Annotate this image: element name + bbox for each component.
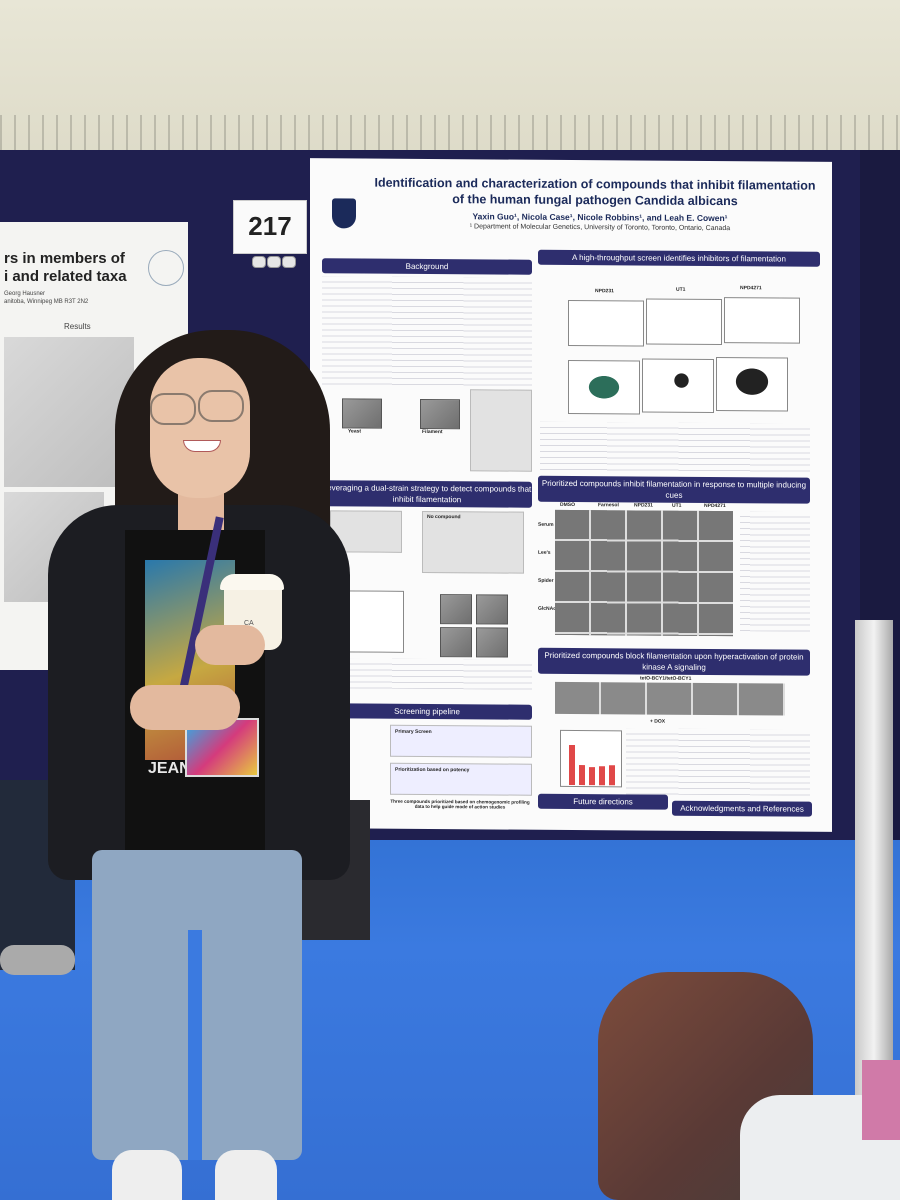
- three-compounds-note: Three compounds prioritized based on che…: [390, 798, 530, 810]
- left-poster-logo: [148, 250, 184, 286]
- woman-face: [150, 358, 250, 498]
- section-hts-header: A high-throughput screen identifies inhi…: [538, 249, 820, 267]
- poster-number: 217: [248, 211, 292, 241]
- yeast-micrograph: [342, 398, 382, 429]
- prioritization-box: Prioritization based on potency: [390, 762, 532, 796]
- bar-3: [589, 767, 595, 786]
- magnet-dot: [267, 256, 281, 268]
- hts-caption: [540, 421, 810, 474]
- micrograph-grid-rows: [555, 509, 733, 637]
- bcy1-expression-bar-chart: [560, 729, 622, 788]
- poster-authors: Yaxin Guo¹, Nicola Case¹, Nicole Robbins…: [472, 211, 728, 224]
- scatter-plot-2: [642, 358, 714, 413]
- woman-left-shoe: [112, 1150, 182, 1200]
- poster-title: Identification and characterization of c…: [360, 175, 830, 210]
- filament-micrograph: [420, 398, 460, 430]
- dox-label: + DOX: [650, 718, 666, 725]
- pka-caption: [626, 728, 810, 796]
- micrograph-grid: [555, 509, 733, 637]
- section-future-header: Future directions: [538, 793, 668, 810]
- primary-screen-label: Primary Screen: [395, 728, 432, 736]
- prioritized-caption: [740, 511, 810, 632]
- left-poster-figure-tree: [4, 337, 134, 487]
- scatter-plot-1: [568, 359, 640, 415]
- bar-5: [609, 765, 615, 786]
- pka-micrograph-strip: [555, 681, 785, 716]
- section-background-header: Background: [322, 258, 532, 275]
- dose-response-plot-npd231: [568, 299, 644, 347]
- compound-label-npd231: NPD231: [595, 288, 614, 295]
- condition-ut1: UT1: [672, 502, 682, 509]
- poster-department: ¹ Department of Molecular Genetics, Univ…: [469, 223, 731, 233]
- glasses-left-lens: [150, 393, 196, 425]
- university-crest-icon: [332, 198, 356, 229]
- farnesol-micrograph-tef: [476, 594, 508, 625]
- compound-label-ut1: UT1: [676, 286, 686, 293]
- jeans-leg-gap: [188, 930, 202, 1160]
- woman-smile: [183, 440, 221, 452]
- woman-right-shoe: [215, 1150, 277, 1200]
- left-poster-authors: Georg Hausner anitoba, Winnipeg MB R3T 2…: [4, 291, 89, 305]
- yeast-label: Yeast: [348, 428, 362, 435]
- primary-screen-box: Primary Screen: [390, 724, 532, 758]
- section-pka-header: Prioritized compounds block filamentatio…: [538, 647, 810, 676]
- section-ack-header: Acknowledgments and References: [672, 800, 812, 817]
- condition-npd4271: NPD4271: [704, 502, 726, 510]
- pink-bag: [862, 1060, 900, 1140]
- magnet-dot: [282, 256, 296, 268]
- medium-spider: Spider: [538, 577, 554, 584]
- condition-npd231: NPD231: [634, 502, 653, 509]
- prioritization-label: Prioritization based on potency: [395, 766, 470, 774]
- poster-title-line1: Identification and characterization of c…: [374, 175, 816, 193]
- coffee-cup-lid: [220, 574, 284, 590]
- tshirt-print-text: JEAN: [148, 760, 191, 777]
- section-pipeline-header: Screening pipeline: [322, 703, 532, 720]
- compound-label-npd4271: NPD4271: [740, 285, 762, 292]
- bar-1: [569, 744, 575, 786]
- medium-serum: Serum: [538, 521, 554, 528]
- pka-pathway-schematic: [470, 389, 532, 472]
- background-text-block: [322, 276, 532, 388]
- left-poster-results-heading: Results: [64, 322, 91, 331]
- scatter-plot-3: [716, 357, 788, 412]
- magnet-dot: [252, 256, 266, 268]
- dual-strain-caption: [322, 658, 532, 690]
- dmso-micrograph-tef: [440, 594, 472, 625]
- coffee-cup-text: CA: [244, 620, 254, 627]
- woman-right-hand: [195, 625, 265, 665]
- bar-4: [599, 766, 605, 786]
- condition-farnesol: Farnesol: [598, 502, 619, 509]
- filament-label: Filament: [422, 428, 443, 436]
- dmso-micrograph-hwp: [440, 627, 472, 658]
- dose-response-plot-ut1: [646, 298, 722, 346]
- farnesol-micrograph-hwp: [476, 627, 508, 658]
- section-prioritized-header: Prioritized compounds inhibit filamentat…: [538, 475, 810, 504]
- medium-glcnac: GlcNAc: [538, 605, 557, 612]
- dose-response-plot-npd4271: [724, 297, 800, 344]
- condition-dmso: DMSO: [560, 501, 575, 509]
- bar-2: [579, 765, 585, 786]
- woman-left-hand: [130, 685, 240, 730]
- poster-title-line2: of the human fungal pathogen Candida alb…: [452, 192, 738, 209]
- section-dual-strain-header: Leveraging a dual-strain strategy to det…: [322, 480, 532, 508]
- dual-strain-schematic: No compound: [422, 510, 524, 574]
- poster-number-card: 217: [233, 200, 307, 254]
- main-poster: Identification and characterization of c…: [310, 158, 832, 832]
- medium-lees: Lee's: [538, 549, 551, 556]
- strain-label: tetO-BCY1/tetO-BCY1: [640, 675, 692, 682]
- metal-pole: [855, 620, 893, 1100]
- left-poster-title: rs in members of i and related taxa: [4, 250, 127, 285]
- background-person-shoe: [0, 945, 75, 975]
- no-compound-label: No compound: [427, 513, 461, 521]
- glasses-right-lens: [198, 390, 244, 422]
